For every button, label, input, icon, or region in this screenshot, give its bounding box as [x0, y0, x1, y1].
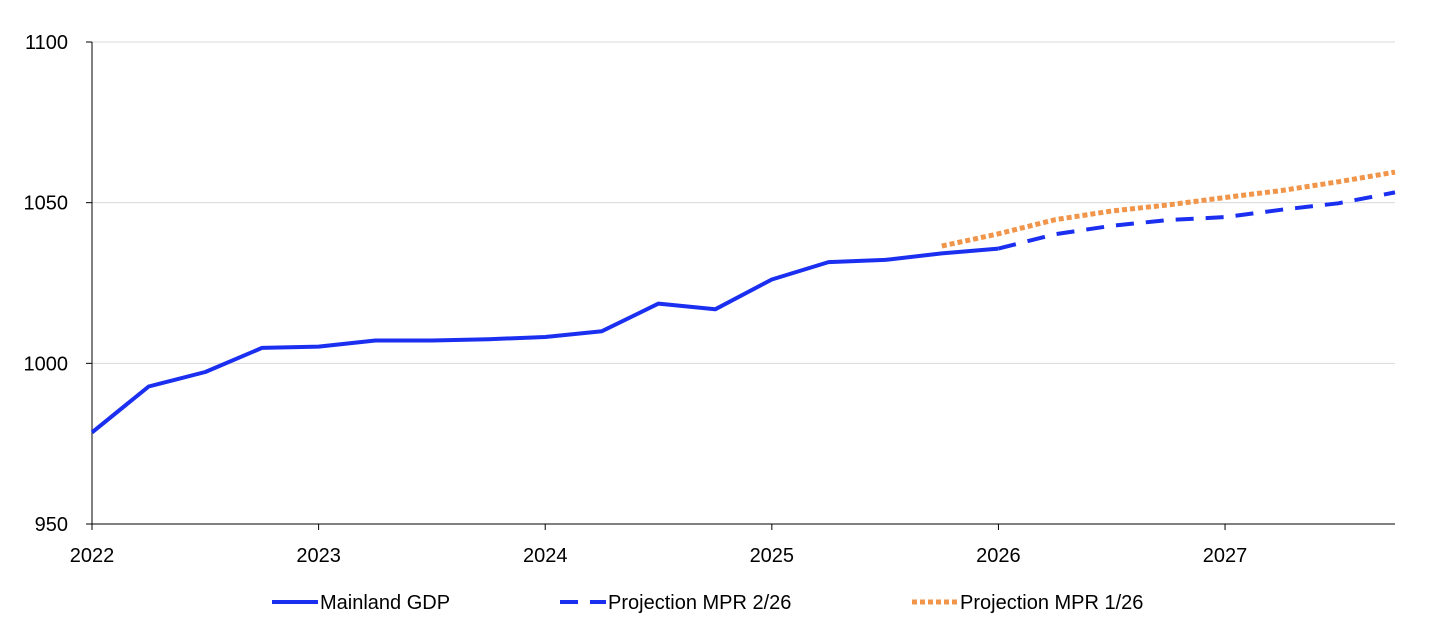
legend-label-mainland-gdp: Mainland GDP — [320, 592, 450, 614]
x-tick-label-2027: 2027 — [1203, 545, 1248, 567]
grid-lines — [92, 41, 1395, 364]
y-tick-label-1050: 1050 — [24, 193, 69, 215]
series-line-mainland-gdp — [90, 246, 999, 434]
series-line-projection-mpr-1-26 — [941, 169, 1396, 249]
x-tick-label-2023: 2023 — [296, 545, 341, 567]
axes — [86, 41, 1395, 530]
y-tick-label-1000: 1000 — [24, 353, 69, 375]
x-tick-label-2026: 2026 — [976, 545, 1021, 567]
tick-labels: 950 1000 1050 1100 2022 2023 2024 2025 2026 2027 — [24, 32, 1248, 567]
legend-label-projection-mpr-1-26: Projection MPR 1/26 — [960, 592, 1143, 614]
legend-item-mainland-gdp: Mainland GDP — [272, 592, 450, 614]
x-tick-label-2025: 2025 — [750, 545, 795, 567]
legend-item-projection-mpr-2-26: Projection MPR 2/26 — [560, 592, 791, 614]
series-lines — [90, 169, 1396, 434]
legend-item-projection-mpr-1-26: Projection MPR 1/26 — [912, 592, 1143, 614]
legend: Mainland GDP Projection MPR 2/26 Project… — [272, 592, 1143, 614]
x-tick-label-2024: 2024 — [523, 545, 568, 567]
x-tick-label-2022: 2022 — [70, 545, 115, 567]
series-line-projection-mpr-2-26 — [997, 190, 1396, 251]
y-tick-label-950: 950 — [35, 514, 68, 536]
y-tick-label-1100: 1100 — [25, 32, 68, 54]
legend-label-projection-mpr-2-26: Projection MPR 2/26 — [608, 592, 791, 614]
